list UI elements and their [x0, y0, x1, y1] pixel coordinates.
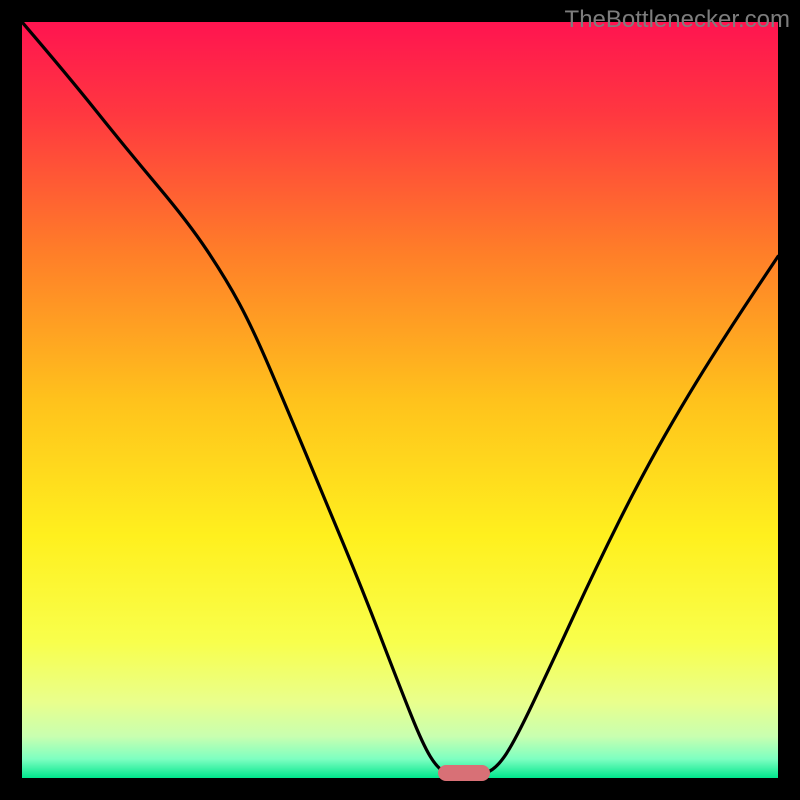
- optimum-marker: [438, 765, 490, 781]
- bottleneck-curve: [22, 22, 778, 776]
- watermark-text: TheBottlenecker.com: [565, 6, 790, 34]
- bottleneck-curve-svg: [22, 22, 778, 778]
- plot-area: [22, 22, 778, 778]
